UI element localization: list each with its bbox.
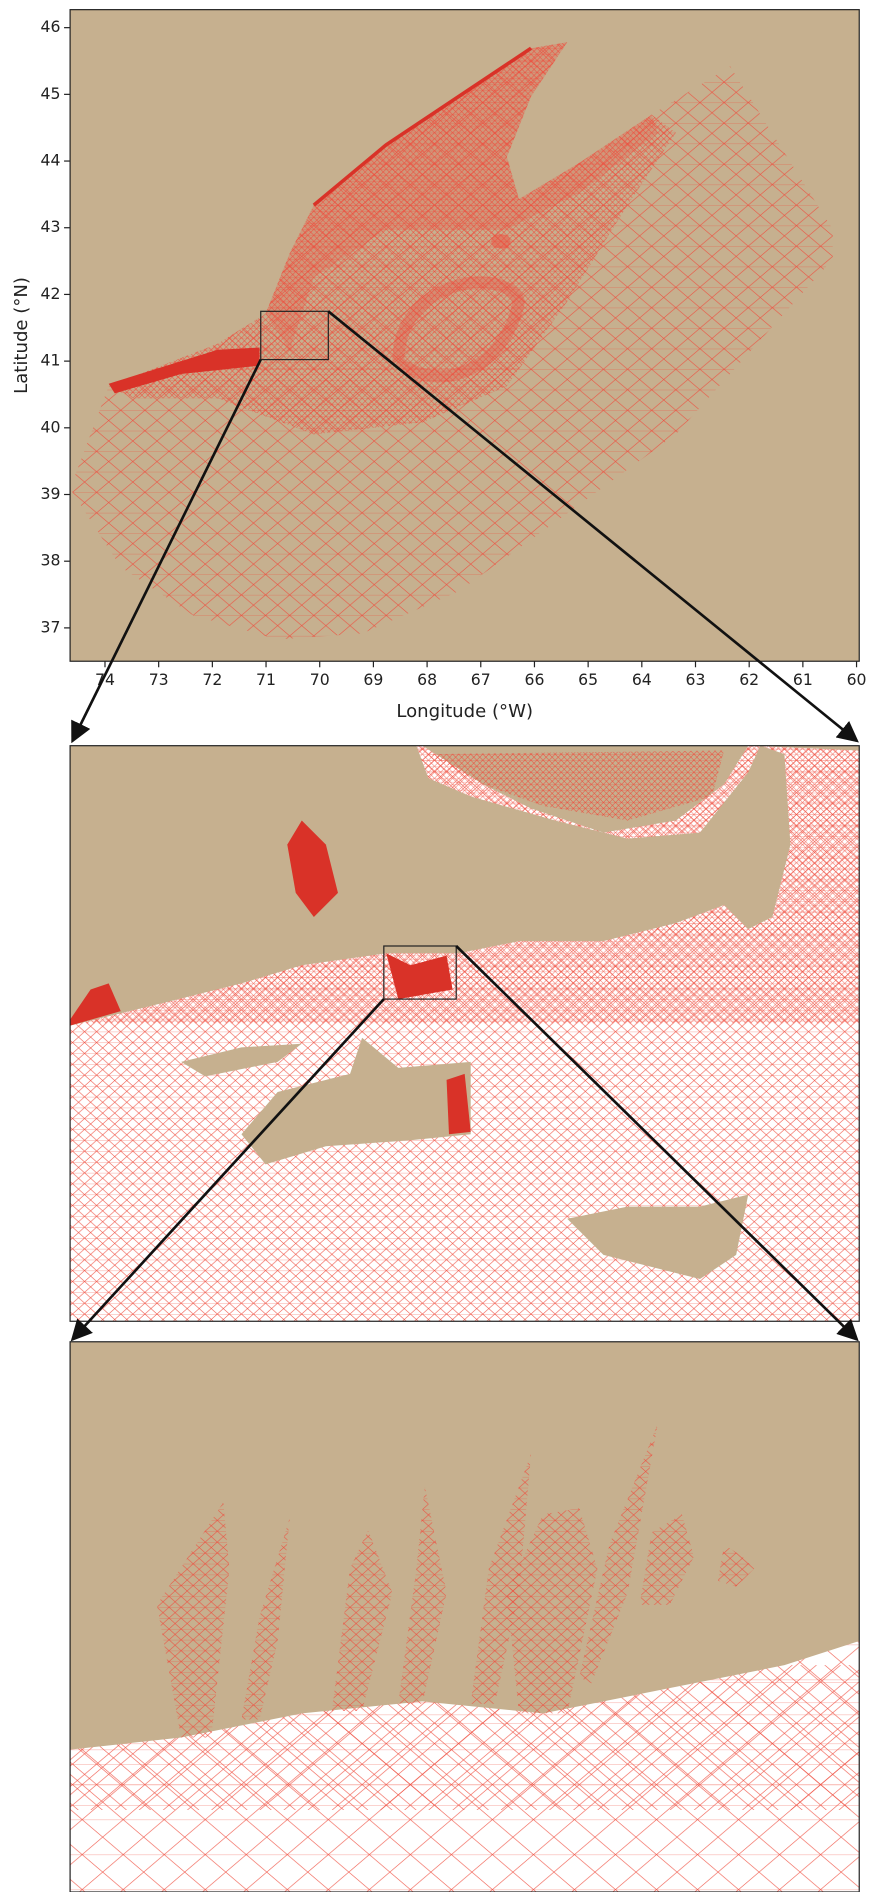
x-tick-label: 71 (256, 670, 276, 689)
x-tick-label: 69 (363, 670, 383, 689)
x-tick-label: 60 (847, 670, 867, 689)
x-tick-label: 68 (417, 670, 437, 689)
x-tick-label: 67 (471, 670, 491, 689)
y-tick-label: 45 (40, 84, 60, 103)
y-tick-label: 38 (40, 551, 60, 570)
regional-map (70, 746, 859, 1322)
x-tick-label: 72 (202, 670, 222, 689)
y-tick-label: 40 (40, 417, 60, 436)
x-tick-label: 65 (578, 670, 598, 689)
x-tick-label: 70 (310, 670, 330, 689)
x-tick-label: 63 (686, 670, 706, 689)
x-tick-label: 64 (632, 670, 652, 689)
x-tick-label: 66 (524, 670, 544, 689)
local-map (70, 1342, 859, 1892)
figure: Longitude (°W) Latitude (°N) 74737271706… (0, 0, 869, 1892)
y-tick-label: 44 (40, 151, 60, 170)
overview-map (70, 10, 859, 662)
x-tick-label: 62 (739, 670, 759, 689)
y-tick-label: 43 (40, 217, 60, 236)
x-tick-label: 73 (149, 670, 169, 689)
y-tick-label: 41 (40, 351, 60, 370)
y-tick-label: 37 (40, 617, 60, 636)
y-tick-label: 42 (40, 284, 60, 303)
y-tick-label: 39 (40, 484, 60, 503)
y-axis-label: Latitude (°N) (11, 277, 32, 394)
y-tick-label: 46 (40, 17, 60, 36)
x-axis-label: Longitude (°W) (396, 701, 533, 722)
x-tick-label: 61 (793, 670, 813, 689)
